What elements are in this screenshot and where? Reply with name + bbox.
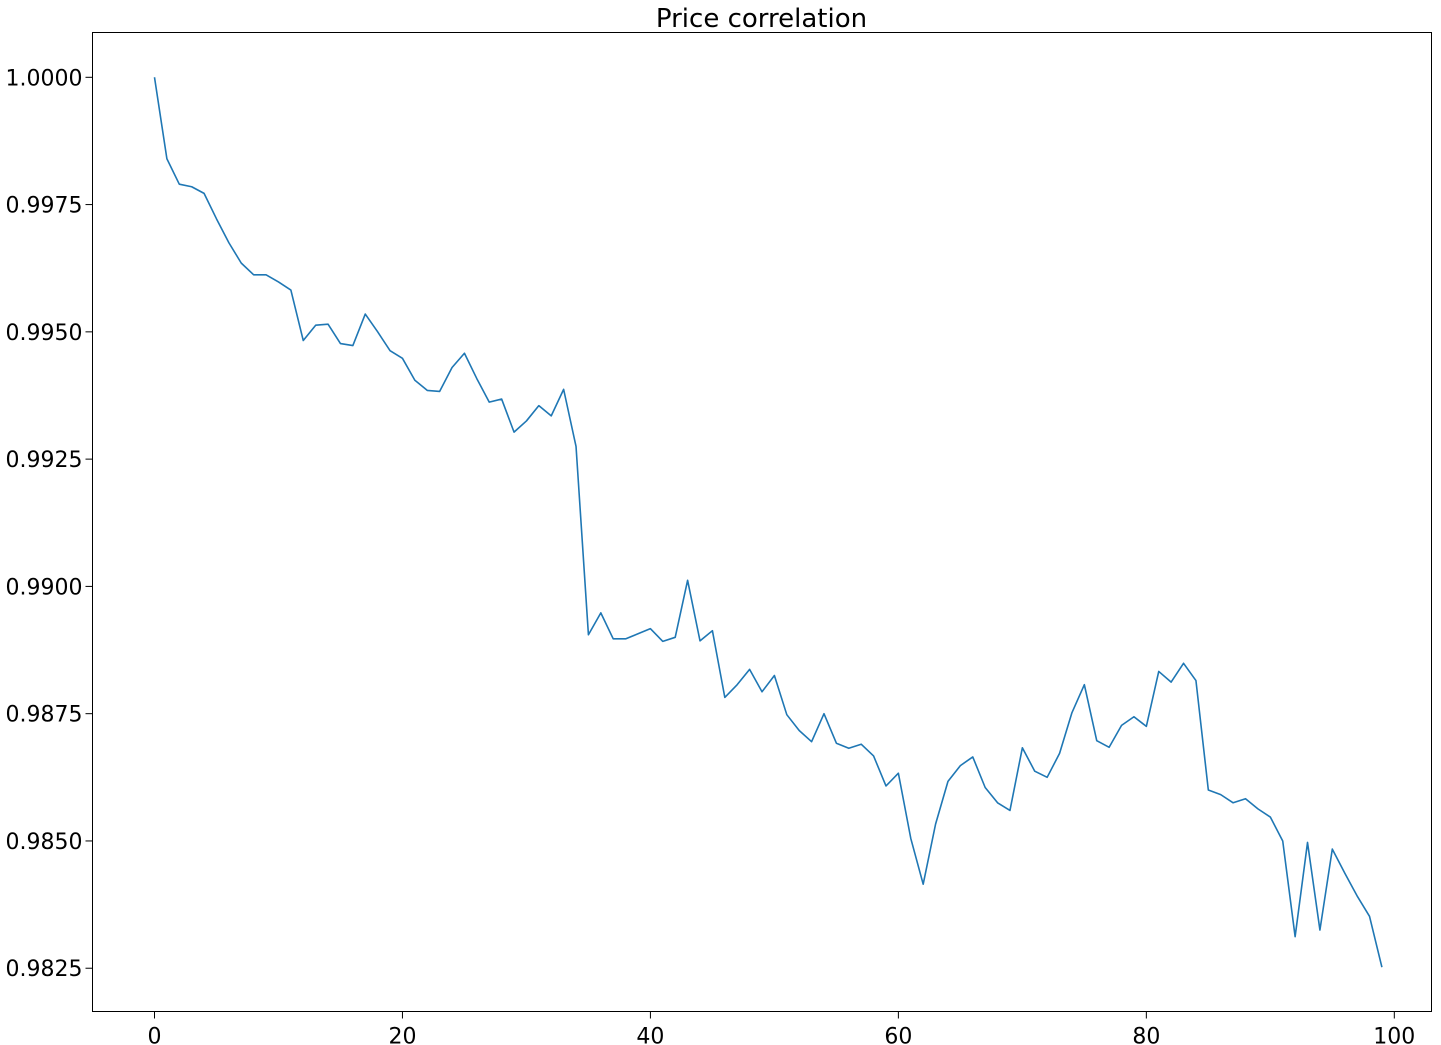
y-axis: 0.9825 0.9850 0.9875 0.9900 0.9925 0.9950 0.99… (6, 66, 93, 982)
x-axis: 0 20 40 60 80 100 (147, 1011, 1415, 1045)
y-tick-label: 0.9825 (6, 957, 83, 982)
y-tick-label: 0.9975 (6, 194, 83, 219)
x-tick-label: 100 (1373, 1025, 1415, 1045)
x-tick-label: 80 (1132, 1025, 1160, 1045)
y-tick-label: 0.9850 (6, 830, 83, 855)
y-tick-label: 0.9875 (6, 703, 83, 728)
y-tick-label: 0.9950 (6, 321, 83, 346)
chart-title: Price correlation (656, 4, 867, 34)
axes-frame (92, 32, 1432, 1012)
y-tick-label: 0.9925 (6, 448, 83, 473)
x-tick-label: 40 (636, 1025, 664, 1045)
x-tick-label: 20 (388, 1025, 416, 1045)
y-tick-label: 1.0000 (6, 66, 83, 91)
plot-area (153, 77, 1383, 968)
x-tick-label: 60 (884, 1025, 912, 1045)
series-line (153, 77, 1383, 968)
y-tick-label: 0.9900 (6, 575, 83, 600)
x-tick-label: 0 (147, 1025, 161, 1045)
